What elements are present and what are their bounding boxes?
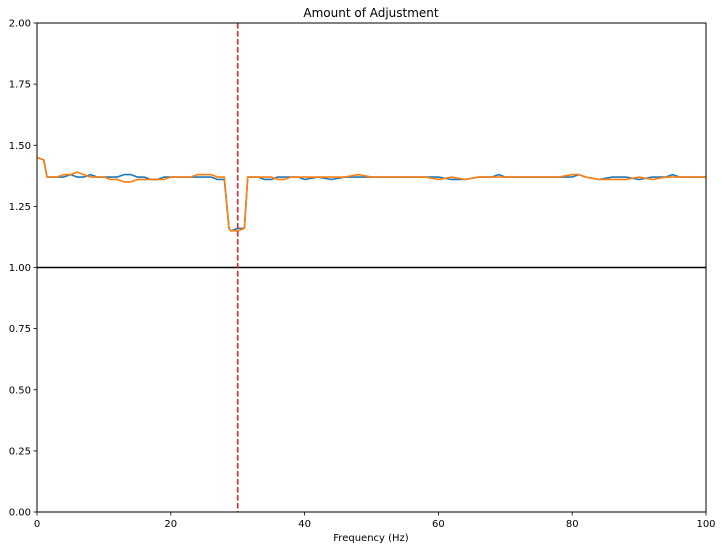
y-tick-label: 0.25 <box>9 446 31 457</box>
x-tick-label: 100 <box>696 519 715 530</box>
y-tick-label: 1.00 <box>9 263 31 274</box>
x-tick-label: 80 <box>566 519 579 530</box>
y-tick-label: 2.00 <box>9 19 31 30</box>
chart-title: Amount of Adjustment <box>303 6 439 20</box>
series-line-1 <box>36 156 706 232</box>
axis-ticks: 0 20 40 60 80 100 0.00 0.25 0.50 0.75 1.00 1.25 1.50… <box>9 19 716 531</box>
y-tick-label: 0.50 <box>9 385 31 396</box>
y-tick-label: 0.75 <box>9 324 31 335</box>
y-tick-label: 1.50 <box>9 141 31 152</box>
plot-area <box>36 23 706 512</box>
axes-frame <box>36 22 707 513</box>
x-axis-label: Frequency (Hz) <box>333 533 409 544</box>
y-tick-label: 0.00 <box>9 508 31 519</box>
y-tick-label: 1.25 <box>9 202 31 213</box>
series-line-2 <box>36 156 706 232</box>
x-tick-label: 0 <box>34 519 40 530</box>
y-tick-label: 1.75 <box>9 80 31 91</box>
x-tick-label: 40 <box>298 519 311 530</box>
x-tick-label: 20 <box>164 519 177 530</box>
x-tick-label: 60 <box>432 519 445 530</box>
